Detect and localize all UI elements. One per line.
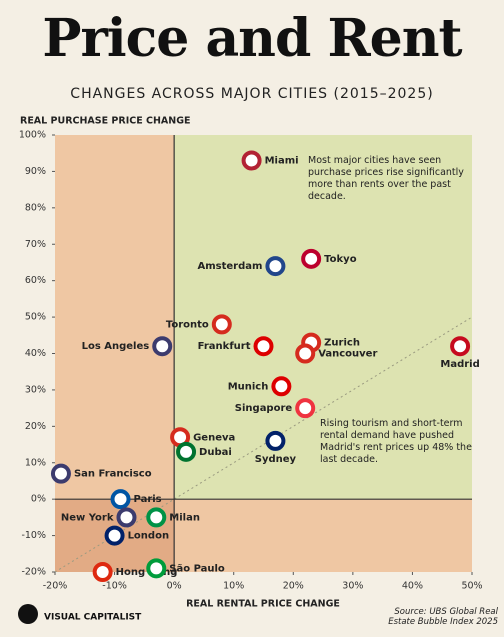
city-marker bbox=[110, 489, 131, 510]
city-label: Vancouver bbox=[318, 349, 377, 360]
quadrant bbox=[55, 135, 175, 500]
city-marker bbox=[104, 525, 125, 546]
y-axis-label: REAL PURCHASE PRICE CHANGE bbox=[20, 116, 191, 127]
y-tick-label: 10% bbox=[25, 457, 46, 468]
city-label: Toronto bbox=[166, 319, 209, 330]
y-tick-label: -10% bbox=[21, 530, 46, 541]
city-marker bbox=[265, 256, 286, 277]
y-tick-label: -20% bbox=[21, 567, 46, 578]
city-marker bbox=[450, 336, 471, 357]
city-marker bbox=[241, 150, 262, 171]
y-tick-label: 60% bbox=[25, 275, 46, 286]
subtitle: CHANGES ACROSS MAJOR CITIES (2015–2025) bbox=[70, 86, 434, 102]
y-tick-label: 70% bbox=[25, 239, 46, 250]
y-tick-label: 80% bbox=[25, 202, 46, 213]
city-label: Zurich bbox=[324, 338, 360, 349]
city-label: Paris bbox=[134, 494, 162, 505]
x-axis-label: REAL RENTAL PRICE CHANGE bbox=[186, 599, 340, 610]
parity-line bbox=[54, 316, 473, 573]
city-label: Miami bbox=[265, 155, 299, 166]
city-marker bbox=[146, 507, 167, 528]
city-marker bbox=[92, 562, 113, 582]
city-marker bbox=[301, 248, 322, 269]
quadrant bbox=[174, 499, 472, 572]
x-tick-label: 10% bbox=[223, 581, 244, 592]
city-label: Amsterdam bbox=[197, 261, 262, 272]
city-label: Milan bbox=[169, 512, 200, 523]
city-marker bbox=[152, 336, 173, 357]
city-label: San Francisco bbox=[74, 469, 152, 480]
brand: VISUAL CAPITALIST bbox=[44, 613, 142, 623]
city-marker bbox=[116, 507, 137, 528]
city-label: Los Angeles bbox=[82, 341, 150, 352]
city-label: Munich bbox=[228, 381, 269, 392]
y-tick-label: 20% bbox=[25, 421, 46, 432]
y-tick-label: 30% bbox=[25, 384, 46, 395]
y-tick-label: 100% bbox=[19, 130, 46, 141]
city-marker bbox=[176, 441, 197, 462]
y-tick-label: 90% bbox=[25, 166, 46, 177]
city-marker bbox=[211, 314, 232, 335]
city-marker bbox=[253, 336, 274, 357]
x-tick-label: 30% bbox=[342, 581, 363, 592]
city-label: Singapore bbox=[235, 403, 293, 414]
source: Source: UBS Global Real Estate Bubble In… bbox=[388, 607, 498, 627]
city-label: Hong Kong bbox=[116, 567, 178, 578]
city-marker bbox=[295, 398, 316, 419]
x-tick-label: 40% bbox=[402, 581, 423, 592]
city-label: Dubai bbox=[199, 447, 232, 458]
y-tick-label: 40% bbox=[25, 348, 46, 359]
city-marker bbox=[271, 376, 292, 397]
y-tick-label: 0% bbox=[31, 494, 46, 505]
logo bbox=[18, 604, 38, 624]
city-label: London bbox=[128, 531, 170, 542]
x-tick-label: -10% bbox=[102, 581, 127, 592]
city-label: São Paulo bbox=[169, 563, 225, 574]
title: Price and Rent bbox=[42, 8, 462, 69]
city-label: Geneva bbox=[193, 432, 235, 443]
city-marker bbox=[295, 343, 316, 364]
city-label: Tokyo bbox=[324, 254, 357, 265]
city-label: Madrid bbox=[440, 359, 479, 370]
city-marker bbox=[265, 430, 286, 451]
city-label: Sydney bbox=[255, 454, 297, 465]
x-tick-label: 0% bbox=[167, 581, 182, 592]
city-label: New York bbox=[61, 512, 114, 523]
annotation: Most major cities have seen purchase pri… bbox=[308, 155, 464, 202]
x-tick-label: -20% bbox=[43, 581, 68, 592]
x-tick-label: 50% bbox=[461, 581, 482, 592]
annotation: Rising tourism and short-term rental dem… bbox=[320, 418, 472, 465]
city-label: Frankfurt bbox=[198, 341, 251, 352]
x-tick-label: 20% bbox=[283, 581, 304, 592]
city-marker bbox=[50, 463, 71, 484]
y-tick-label: 50% bbox=[25, 312, 46, 323]
city-marker bbox=[146, 558, 167, 579]
